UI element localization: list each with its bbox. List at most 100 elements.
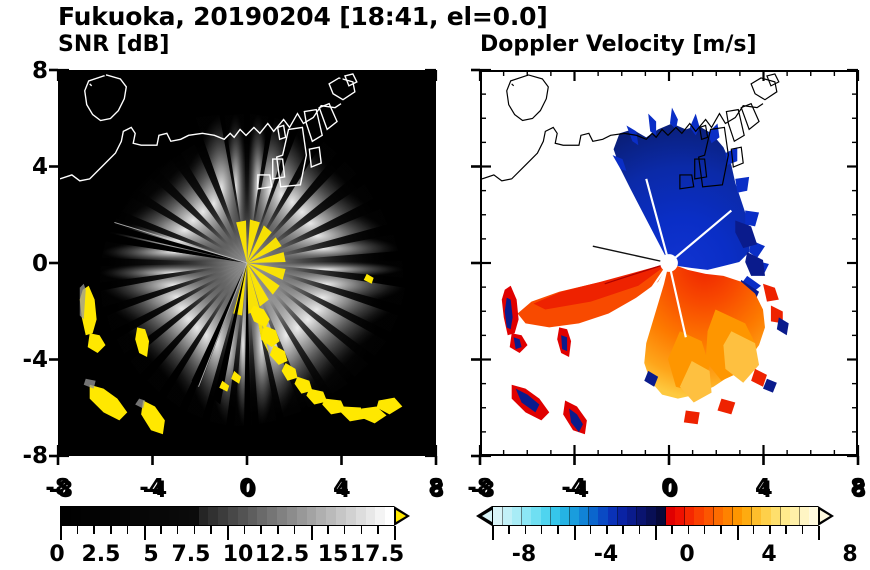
snr-cb-val-12p5: 12.5: [254, 542, 310, 567]
colorbar-minor-tick: [540, 526, 543, 534]
snr-cb-val-5: 5: [143, 542, 159, 567]
dv-cb-val-8: 8: [842, 542, 858, 567]
snr-xtick-m4: -4: [139, 475, 165, 501]
snr-colorbar-segment: [188, 507, 200, 525]
doppler-xtick-0: 0: [660, 475, 677, 501]
snr-colorbar-segment: [169, 507, 180, 525]
snr-radar-image: [60, 72, 434, 454]
snr-xtick-8: 8: [427, 475, 444, 501]
snr-colorbar-segment: [100, 507, 111, 525]
colorbar-minor-tick: [377, 526, 379, 534]
doppler-plot-area[interactable]: [480, 70, 858, 456]
colorbar-minor-tick: [557, 526, 559, 534]
colorbar-minor-tick: [638, 526, 641, 534]
snr-colorbar-segment: [159, 507, 170, 525]
colorbar-major-tick: [492, 526, 495, 540]
colorbar-minor-tick: [327, 526, 329, 534]
snr-colorbar-segment: [385, 507, 396, 525]
dv-cb-top-m8: -8: [470, 478, 496, 503]
colorbar-minor-tick: [720, 526, 722, 534]
snr-colorbar-segment: [119, 507, 131, 525]
snr-colorbar-segment: [277, 507, 288, 525]
snr-colorbar[interactable]: [60, 506, 410, 540]
colorbar-minor-tick: [160, 526, 162, 534]
colorbar-major-tick: [655, 526, 658, 540]
colorbar-minor-tick: [606, 526, 608, 534]
dv-cb-val-m4: -4: [593, 542, 619, 567]
colorbar-minor-tick: [589, 526, 592, 534]
snr-colorbar-segment: [218, 507, 229, 525]
colorbar-minor-tick: [126, 526, 129, 534]
colorbar-minor-tick: [193, 526, 196, 534]
colorbar-minor-tick: [260, 526, 262, 534]
colorbar-minor-tick: [687, 526, 690, 534]
snr-cb-val-10: 10: [222, 542, 254, 567]
snr-ytick-m4: -4: [22, 347, 48, 373]
snr-cb-val-15: 15: [317, 542, 349, 567]
snr-colorbar-segment: [129, 507, 141, 525]
doppler-colorbar-under-arrow-fill: [482, 510, 492, 522]
doppler-xtick-4: 4: [754, 475, 771, 501]
snr-colorbar-segment: [61, 507, 72, 525]
snr-colorbar-segment: [237, 507, 249, 525]
snr-colorbar-segment: [178, 507, 190, 525]
snr-panel-title: SNR [dB]: [58, 32, 170, 57]
snr-colorbar-segment: [208, 507, 219, 525]
doppler-xtick-8: 8: [849, 475, 866, 501]
snr-ytick-8: 8: [31, 58, 48, 84]
colorbar-minor-tick: [524, 526, 527, 534]
snr-colorbar-segment: [345, 507, 357, 525]
colorbar-major-tick: [310, 526, 313, 540]
colorbar-minor-tick: [293, 526, 296, 534]
snr-colorbar-segment: [296, 507, 308, 525]
snr-colorbar-segment: [306, 507, 317, 525]
snr-colorbar-segment: [198, 507, 209, 525]
colorbar-minor-tick: [508, 526, 510, 534]
colorbar-major-tick: [143, 526, 146, 540]
colorbar-major-tick: [573, 526, 576, 540]
snr-colorbar-segment: [247, 507, 259, 525]
snr-colorbar-segment: [110, 507, 121, 525]
colorbar-minor-tick: [769, 526, 771, 534]
snr-colorbar-segment: [326, 507, 337, 525]
snr-colorbar-segment: [286, 507, 298, 525]
snr-colorbar-segment: [316, 507, 327, 525]
snr-colorbar-segment: [365, 507, 376, 525]
snr-xtick-4: 4: [332, 475, 349, 501]
colorbar-minor-tick: [343, 526, 346, 534]
snr-ytick-4: 4: [31, 154, 48, 180]
colorbar-minor-tick: [277, 526, 279, 534]
colorbar-minor-tick: [110, 526, 112, 534]
colorbar-minor-tick: [360, 526, 363, 534]
doppler-xtick-m4: -4: [561, 475, 587, 501]
colorbar-minor-tick: [76, 526, 79, 534]
snr-xtick-m8: -8: [45, 475, 71, 501]
snr-colorbar-ticks: [60, 526, 397, 540]
colorbar-major-tick: [736, 526, 739, 540]
snr-colorbar-segment: [90, 507, 101, 525]
doppler-xtick-m8: -8: [467, 475, 493, 501]
dv-cb-top-m4: -4: [564, 478, 590, 503]
colorbar-major-tick: [227, 526, 230, 540]
snr-cb-top-8: 8: [429, 478, 445, 503]
snr-xtick-0: 0: [238, 475, 255, 501]
snr-cb-top-0: 0: [241, 478, 257, 503]
doppler-colorbar-over-arrow-fill: [820, 510, 830, 522]
colorbar-major-tick: [818, 526, 821, 540]
snr-colorbar-segment: [80, 507, 92, 525]
dv-cb-val-m8: -8: [511, 542, 537, 567]
snr-cb-val-2p5: 2.5: [81, 542, 121, 567]
snr-colorbar-segment: [149, 507, 160, 525]
colorbar-major-tick: [60, 526, 63, 540]
doppler-colorbar[interactable]: [476, 506, 834, 540]
snr-cb-val-0: 0: [49, 542, 65, 567]
snr-ytick-m8: -8: [22, 443, 48, 469]
colorbar-minor-tick: [622, 526, 624, 534]
colorbar-minor-tick: [243, 526, 246, 534]
snr-colorbar-segment: [70, 507, 82, 525]
dv-cb-val-4: 4: [761, 542, 777, 567]
snr-colorbar-segment: [139, 507, 150, 525]
snr-colorbar-segment: [355, 507, 367, 525]
colorbar-minor-tick: [671, 526, 673, 534]
